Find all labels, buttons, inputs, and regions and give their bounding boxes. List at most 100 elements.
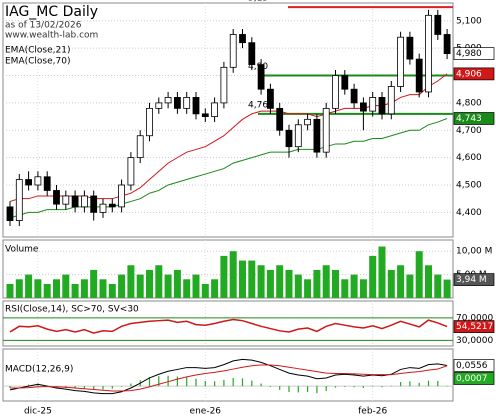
histogram-bar [223,379,225,387]
candle-body [434,14,442,35]
bar [211,279,219,298]
value-tag [453,273,495,286]
candle-body [229,34,237,68]
y-tick-label: 4,800 [456,98,482,108]
histogram-bar [214,381,216,387]
histogram-bar [437,380,439,387]
histogram-bar [111,386,113,389]
bar [201,283,209,298]
candle-body [425,14,432,93]
value-tag-label: 3,94 M [456,275,487,285]
bar [173,269,181,298]
bar [313,269,321,298]
histogram-bar [176,376,178,387]
candle-body [369,97,377,112]
histogram-bar [121,386,123,387]
panel-title: Volume [5,245,39,255]
bar [53,279,60,298]
candle-body [397,36,405,87]
bar [304,279,312,298]
histogram-bar [334,386,337,388]
histogram-bar [353,386,355,388]
bar [369,255,377,298]
candle-body [313,118,321,153]
histogram-bar [316,386,318,394]
candle-body [201,113,209,117]
bar [425,265,432,298]
subtitle: www.wealth-lab.com [5,31,98,41]
bar [294,274,302,298]
candle-body [406,36,414,60]
panel-title: MACD(12,26,9) [5,365,73,375]
bar [183,279,191,298]
bar [322,265,330,298]
chart-title: IAG_MC Daily [5,4,98,20]
candle-body [99,203,107,213]
histogram-bar [325,386,327,391]
candle-body [211,102,219,117]
candle-body [387,86,395,115]
bar [136,274,144,298]
bar [34,279,42,298]
histogram-bar [288,386,290,393]
candle-body [108,203,116,208]
value-tag-label: 0,0007 [456,374,488,384]
value-tag [453,372,495,385]
histogram-bar [37,383,39,387]
candle-body [415,58,423,93]
histogram-bar [260,383,262,387]
bar [229,251,237,298]
bar [146,269,153,298]
bar [90,269,98,298]
legend-entry: EMA(Close,70) [5,57,70,67]
histogram-bar [28,384,30,387]
bar [80,279,88,298]
y-tick-label: 10,00 M [456,247,492,257]
bar [15,279,23,298]
candle-body [146,107,153,137]
bar [127,265,135,298]
histogram-bar [195,378,197,387]
value-tag [453,47,495,60]
bar [266,269,274,298]
candle-body [257,64,265,90]
histogram-bar [400,382,402,387]
bar [99,279,107,298]
bar [71,283,79,298]
x-tick-label: feb-26 [358,407,387,417]
value-tag-label: 4,906 [456,69,482,79]
histogram-bar [18,386,20,387]
candle-body [62,195,70,205]
histogram-bar [427,380,430,387]
bar [108,283,116,298]
histogram-bar [83,386,85,389]
candle-body [285,129,293,148]
histogram-bar [279,386,281,390]
bar [155,265,163,298]
value-tag [453,67,495,81]
candle-body [34,176,42,186]
y-tick-label: 4,600 [456,153,482,163]
value-tag-label: 0,0556 [456,361,488,371]
histogram-bar [148,377,151,387]
candle-body [332,75,339,109]
histogram-bar [9,386,11,388]
histogram-bar [232,377,234,387]
value-tag [453,320,495,333]
histogram-bar [74,386,76,389]
candle-body [220,66,228,104]
histogram-bar [409,381,411,387]
candle-body [276,107,284,131]
value-tag [453,112,495,125]
series-line [9,318,448,334]
level-label: 5,15 [248,0,268,4]
bar [415,251,423,298]
bar [257,265,265,298]
bar [248,260,256,298]
histogram-bar [418,382,420,387]
candle-body [81,195,88,208]
histogram-bar [251,380,253,387]
histogram-bar [241,378,244,387]
bar [6,283,14,298]
